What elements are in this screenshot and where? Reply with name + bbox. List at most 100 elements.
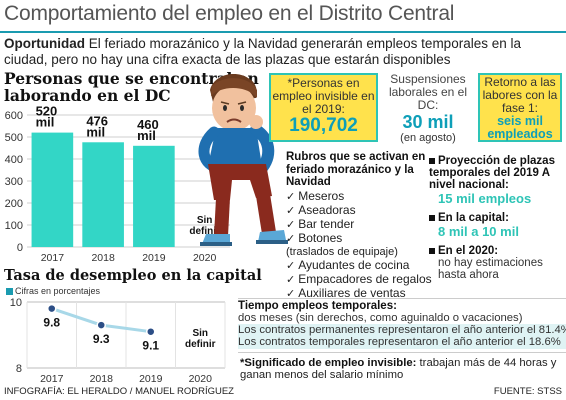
temporary-time-line-3: Los contratos temporales representaron e… xyxy=(238,336,566,349)
bullet-square-icon xyxy=(429,157,435,164)
bar-chart-title: Personas que se encontraban laborando en… xyxy=(4,69,259,105)
sector-item: ✓ Meseros xyxy=(286,188,428,204)
return-to-work-label: Retorno a las labores con la fase 1: xyxy=(482,75,558,115)
bar-chart-x-tick: 2018 xyxy=(91,252,115,264)
sector-item-label: Meseros xyxy=(298,188,345,203)
line-chart-point xyxy=(47,303,57,314)
projection-national-label: Proyección de plazas temporales del 2019… xyxy=(429,155,555,191)
suspensions-sub: (en agosto) xyxy=(400,132,456,144)
sectors-items: ✓ Meseros ✓ Aseadoras ✓ Bar tender ✓ Botones (tr… xyxy=(286,188,432,302)
line-chart-subtitle-text: Cifras en porcentajes xyxy=(15,286,101,296)
sector-item: ✓ Botones (traslados de equipaje) xyxy=(286,230,428,259)
checkmark-icon: ✓ xyxy=(286,274,296,287)
bar-chart-data-label: 476 mil xyxy=(86,113,108,139)
bar-chart-data-label: 520 mil xyxy=(36,104,58,130)
invisible-employment-definition: *Significado de empleo invisible: trabaj… xyxy=(240,357,566,382)
line-chart-point xyxy=(146,326,156,337)
checkmark-icon: ✓ xyxy=(286,232,296,245)
bar-chart-y-tick: 200 xyxy=(5,198,23,210)
invisible-employment-box: *Personas en empleo invisible en el 2019… xyxy=(269,73,378,142)
bar-chart-x-tick: 2020 xyxy=(193,252,217,264)
bar-chart-bar xyxy=(133,145,175,247)
sector-item-label: Bar tender xyxy=(298,216,355,231)
suspensions-label: Suspensiones laborales en el DC: xyxy=(388,72,468,112)
checkmark-icon: ✓ xyxy=(286,190,296,203)
definition-text: trabajan más de 44 horas y ganan menos d… xyxy=(240,357,557,382)
intro-bold: Oportunidad xyxy=(4,36,85,51)
line-chart-data-label: 9.1 xyxy=(142,339,159,353)
line-chart-data-label: Sin definir xyxy=(185,328,216,350)
projection-capital-label: En la capital: xyxy=(438,212,509,224)
invisible-employment-value: 190,702 xyxy=(289,115,358,136)
invisible-employment-label: *Personas en empleo invisible en el 2019… xyxy=(272,76,375,116)
bar-chart-y-tick: 500 xyxy=(5,132,23,144)
source: FUENTE: STSS xyxy=(493,386,562,397)
line-chart-title: Tasa de desempleo en la capital xyxy=(4,267,262,284)
bar-chart-data-label: Sin definir xyxy=(189,215,220,237)
sector-item-label: Aseadoras xyxy=(298,202,356,217)
unemployment-line-chart: 8 10 9.8 2017 9.3 2018 9.1 2019 Sin definir 2020 xyxy=(10,297,226,385)
line-chart-x-tick: 2017 xyxy=(40,373,64,385)
sector-item-label: Botones xyxy=(298,230,343,245)
temporary-time-panel: Tiempo empleos temporales: dos meses (si… xyxy=(238,300,566,349)
boy-left-shoe xyxy=(202,234,230,244)
sector-item: ✓ Bar tender xyxy=(286,216,428,232)
line-chart-y-tick: 10 xyxy=(10,297,22,309)
divider xyxy=(238,352,566,353)
bar-chart-bar xyxy=(31,132,74,247)
line-chart-data-label: 9.3 xyxy=(93,332,110,346)
boy-pants xyxy=(208,164,272,200)
sad-boy-sitting-illustration xyxy=(198,74,288,246)
definition-bold: *Significado de empleo invisible: xyxy=(240,357,417,369)
credit: INFOGRAFÍA: EL HERALDO / MANUEL RODRÍGUE… xyxy=(4,386,234,397)
bar-chart-x-tick: 2019 xyxy=(142,252,166,264)
title-divider xyxy=(0,31,566,33)
projection-2020-note: no hay estimaciones hasta ahora xyxy=(438,257,543,281)
sector-item-label: Empacadores de regalos xyxy=(298,272,432,287)
sector-item-sub: (traslados de equipaje) xyxy=(286,245,398,258)
bar-chart-y-tick: 100 xyxy=(5,220,23,232)
boy-face xyxy=(212,85,256,131)
bar-chart-y-tick: 600 xyxy=(5,110,23,122)
line-chart-x-tick: 2019 xyxy=(139,373,163,385)
return-to-work-box: Retorno a las labores con la fase 1: sei… xyxy=(478,73,562,142)
sector-item: ✓ Auxiliares de ventas xyxy=(286,287,428,301)
suspensions-value: 30 mil xyxy=(402,112,454,132)
bullet-square-icon xyxy=(429,247,435,254)
bar-chart-y-tick: 300 xyxy=(5,176,23,188)
suspensions-box: Suspensiones laborales en el DC: 30 mil … xyxy=(383,72,473,145)
line-chart-y-tick: 8 xyxy=(16,363,22,375)
projection-capital-value: 8 mil a 10 mil xyxy=(438,224,519,239)
bar-chart-data-label: 460 mil xyxy=(137,117,159,143)
sector-item-label: Auxiliares de ventas xyxy=(298,286,406,301)
line-chart-x-tick: 2020 xyxy=(189,373,213,385)
temporary-time-line-1: dos meses (sin derechos, como aguinaldo … xyxy=(238,312,523,324)
bar-chart-y-tick: 0 xyxy=(17,242,23,254)
bar-chart-y-tick: 400 xyxy=(5,154,23,166)
checkmark-icon: ✓ xyxy=(286,204,296,217)
line-chart-subtitle: Cifras en porcentajes xyxy=(6,286,100,296)
sector-item: ✓ Aseadoras xyxy=(286,202,428,218)
subtitle-marker-icon xyxy=(6,288,13,296)
divider xyxy=(238,298,566,299)
sector-item: ✓ Ayudantes de cocina xyxy=(286,257,428,273)
checkmark-icon: ✓ xyxy=(286,288,296,301)
intro-paragraph: Oportunidad El feriado morazánico y la N… xyxy=(4,36,562,68)
temporary-time-heading: Tiempo empleos temporales: xyxy=(238,300,397,312)
bullet-square-icon xyxy=(429,214,435,221)
temporary-time-line-2: Los contratos permanentes representaron … xyxy=(238,324,566,337)
sector-item: ✓ Empacadores de regalos xyxy=(286,272,432,287)
projection-2020-label: En el 2020: xyxy=(438,245,499,257)
sectors-list: Rubros que se activan en feriado morazán… xyxy=(286,151,432,302)
boy-shirt xyxy=(208,128,262,166)
intro-text: El feriado morazánico y la Navidad gener… xyxy=(4,36,521,67)
checkmark-icon: ✓ xyxy=(286,218,296,231)
line-chart-x-tick: 2018 xyxy=(90,373,114,385)
line-chart-point xyxy=(96,320,106,330)
employment-bar-chart: 0 100 200 300 400 500 600 520 mil 2017 476 mil 2018 4… xyxy=(5,104,230,264)
page-title: Comportamiento del empleo en el Distrito… xyxy=(4,2,455,25)
boy-right-shoe xyxy=(258,230,286,242)
projection-panel: Proyección de plazas temporales del 2019… xyxy=(429,155,565,287)
bar-chart-x-tick: 2017 xyxy=(41,252,65,264)
sector-item-label: Ayudantes de cocina xyxy=(298,257,410,272)
